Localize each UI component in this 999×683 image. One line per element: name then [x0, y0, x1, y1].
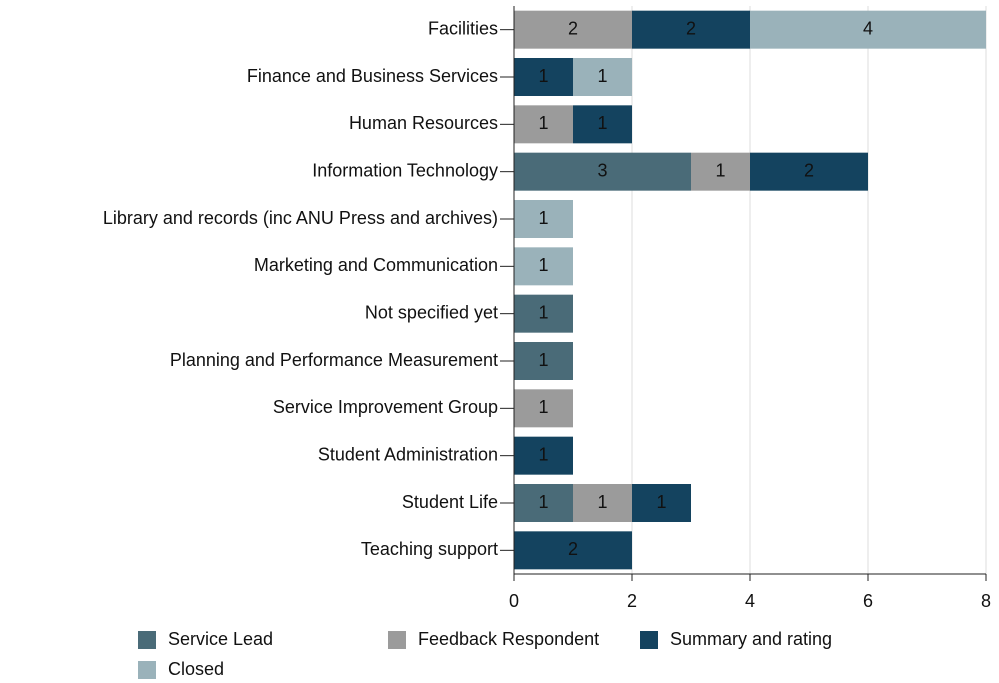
data-label: 1	[538, 397, 548, 417]
legend-swatch	[640, 631, 658, 649]
bar-segment	[573, 484, 632, 522]
bar-segment	[514, 294, 573, 333]
x-tick-label: 0	[509, 591, 519, 611]
x-tick-label: 4	[745, 591, 755, 611]
bar-segment	[573, 105, 632, 144]
y-tick-label: Information Technology	[312, 160, 498, 180]
bar-segment	[632, 484, 691, 522]
y-tick-label: Library and records (inc ANU Press and a…	[103, 208, 498, 228]
data-label: 2	[568, 18, 578, 38]
data-label: 2	[804, 160, 814, 180]
data-label: 1	[538, 302, 548, 322]
legend-label: Feedback Respondent	[418, 629, 599, 649]
y-tick-label: Teaching support	[361, 539, 498, 559]
data-label: 1	[538, 492, 548, 512]
legend-swatch	[138, 661, 156, 679]
data-label: 1	[597, 66, 607, 86]
y-tick-label: Service Improvement Group	[273, 397, 498, 417]
bar-segment	[514, 389, 573, 428]
bar-segment	[632, 10, 750, 49]
bar-segment	[514, 247, 573, 286]
bar-segment	[573, 58, 632, 96]
y-tick-label: Facilities	[428, 18, 498, 38]
bar-segment	[750, 152, 868, 191]
legend-swatch	[388, 631, 406, 649]
legend-label: Summary and rating	[670, 629, 832, 649]
x-tick-label: 8	[981, 591, 991, 611]
data-label: 1	[715, 160, 725, 180]
legend-label: Service Lead	[168, 629, 273, 649]
data-label: 4	[863, 18, 873, 38]
data-label: 1	[538, 66, 548, 86]
legend-label: Closed	[168, 659, 224, 679]
bar-segment	[691, 152, 750, 191]
bar-segment	[514, 105, 573, 144]
y-tick-label: Planning and Performance Measurement	[170, 350, 498, 370]
y-tick-label: Student Life	[402, 492, 498, 512]
data-label: 3	[597, 160, 607, 180]
data-label: 1	[538, 208, 548, 228]
bar-segment	[514, 152, 691, 191]
data-label: 1	[538, 113, 548, 133]
bar-segment	[514, 484, 573, 522]
y-tick-label: Finance and Business Services	[247, 66, 498, 86]
bar-segment	[514, 531, 632, 570]
bar-segment	[514, 58, 573, 96]
bar-segment	[514, 342, 573, 380]
y-tick-label: Human Resources	[349, 113, 498, 133]
data-label: 2	[568, 539, 578, 559]
x-tick-label: 6	[863, 591, 873, 611]
bar-segment	[514, 10, 632, 49]
data-label: 1	[656, 492, 666, 512]
data-label: 1	[597, 492, 607, 512]
legend-swatch	[138, 631, 156, 649]
bar-segment	[514, 200, 573, 238]
data-label: 1	[597, 113, 607, 133]
y-tick-label: Student Administration	[318, 444, 498, 464]
x-tick-label: 2	[627, 591, 637, 611]
data-label: 1	[538, 444, 548, 464]
bar-segment	[750, 10, 986, 49]
data-label: 1	[538, 350, 548, 370]
y-tick-label: Marketing and Communication	[254, 255, 498, 275]
data-label: 2	[686, 18, 696, 38]
data-label: 1	[538, 255, 548, 275]
y-tick-label: Not specified yet	[365, 302, 498, 322]
bar-segment	[514, 436, 573, 475]
